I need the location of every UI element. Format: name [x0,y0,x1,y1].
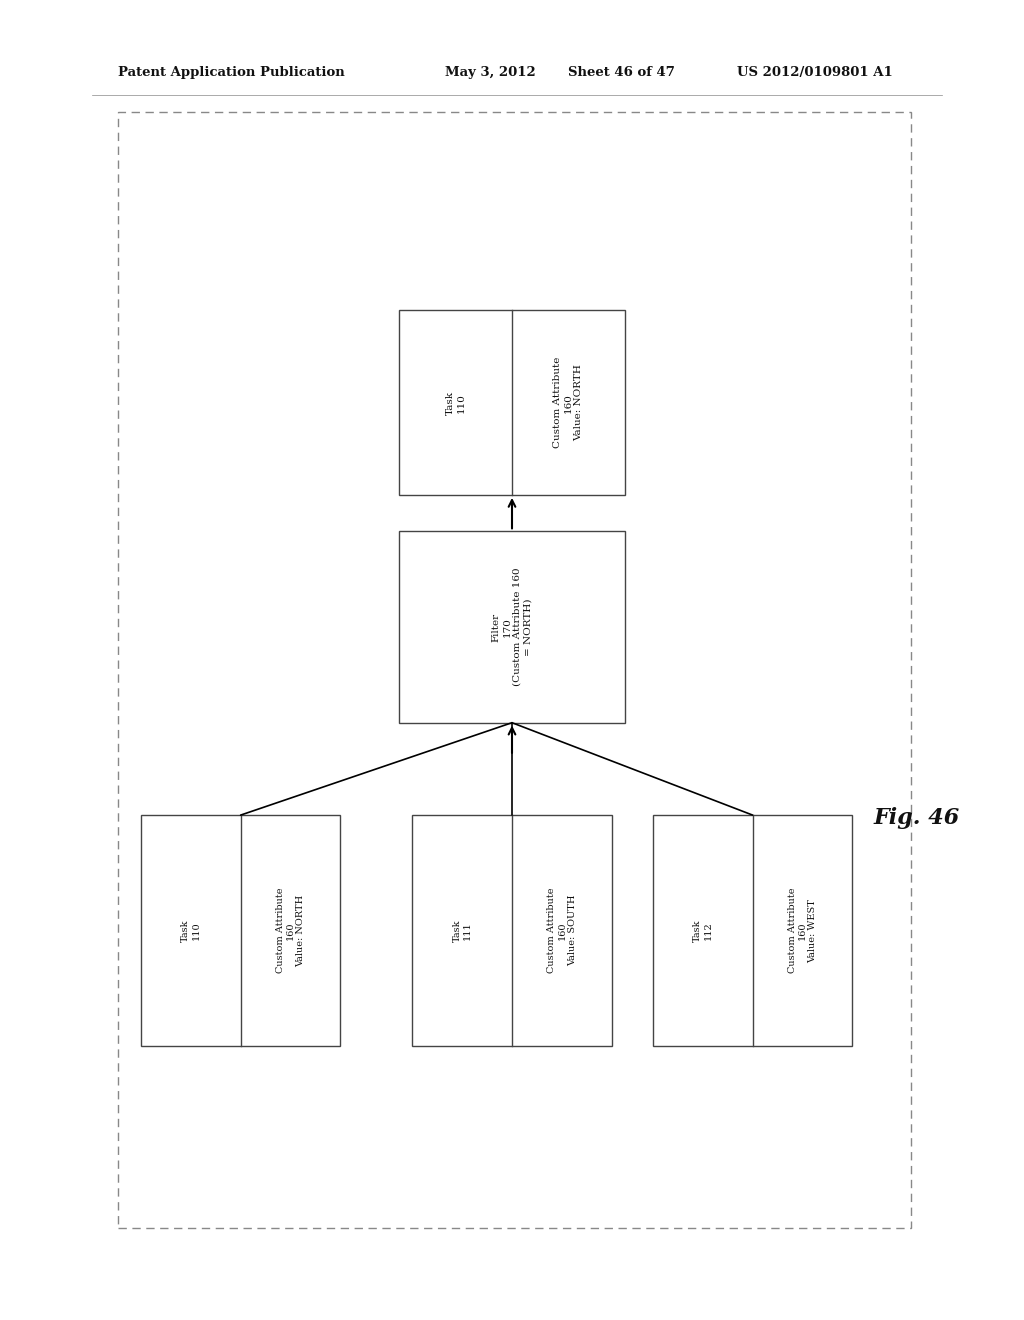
Text: Sheet 46 of 47: Sheet 46 of 47 [568,66,675,79]
Text: Custom Attribute
160
Value: NORTH: Custom Attribute 160 Value: NORTH [553,356,584,449]
Text: Patent Application Publication: Patent Application Publication [118,66,344,79]
Text: Custom Attribute
160
Value: SOUTH: Custom Attribute 160 Value: SOUTH [547,888,577,973]
Text: Task
112: Task 112 [693,919,713,942]
Bar [140,816,340,1045]
Text: Task
110: Task 110 [181,919,201,942]
Text: Custom Attribute
160
Value: NORTH: Custom Attribute 160 Value: NORTH [275,888,305,973]
Text: Task
111: Task 111 [453,919,472,942]
Text: Filter
170
(Custom Attribute 160
= NORTH): Filter 170 (Custom Attribute 160 = NORTH… [492,568,532,686]
Bar [118,112,911,1228]
Bar [412,816,611,1045]
Bar [399,310,625,495]
Bar [399,531,625,722]
Bar [653,816,852,1045]
Text: Task
110: Task 110 [446,391,465,414]
Text: Fig. 46: Fig. 46 [873,808,959,829]
Text: US 2012/0109801 A1: US 2012/0109801 A1 [737,66,893,79]
Text: May 3, 2012: May 3, 2012 [445,66,537,79]
Text: Custom Attribute
160
Value: WEST: Custom Attribute 160 Value: WEST [787,888,817,973]
